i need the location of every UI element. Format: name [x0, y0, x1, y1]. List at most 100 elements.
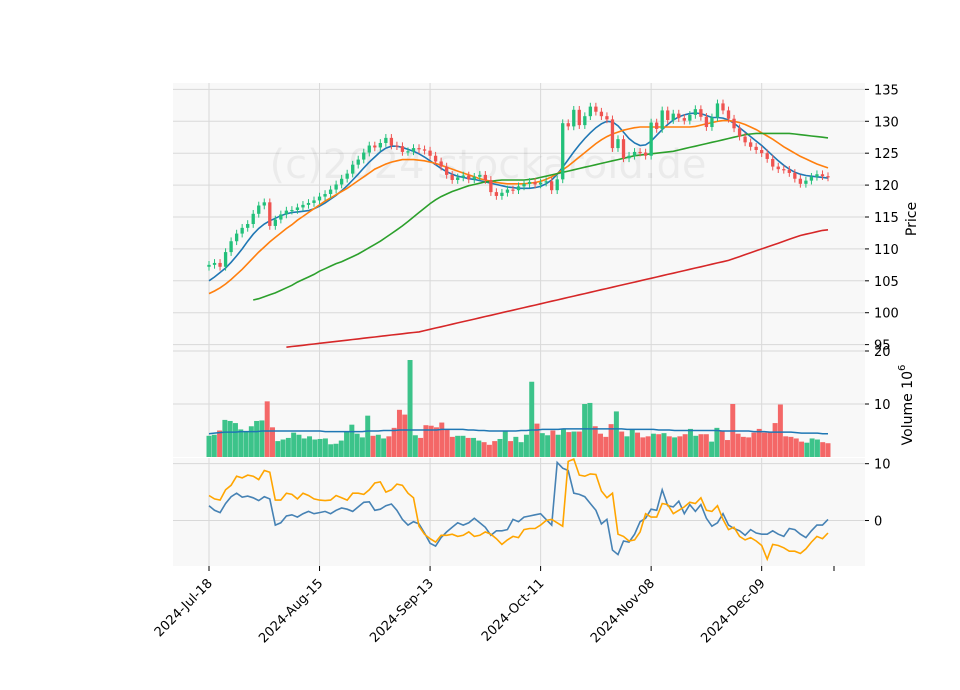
candle-body	[422, 149, 427, 151]
volume-bar	[709, 441, 715, 457]
volume-bar	[545, 435, 551, 457]
candle-body	[638, 151, 642, 154]
candle-body	[257, 205, 261, 214]
candle-body	[627, 155, 631, 159]
volume-bar	[307, 436, 313, 457]
x-tick-label: 2024-Jul-18	[152, 576, 216, 640]
oscillator-tick-label: 0	[874, 515, 882, 530]
x-axis: 2024-Jul-18 2024-Aug-15 2024-Sep-13 2024-Oc…	[152, 566, 835, 646]
volume-bar	[762, 432, 767, 457]
volume-bar	[455, 435, 461, 457]
candle-body	[505, 189, 510, 193]
candle-body	[594, 106, 598, 112]
candle-body	[500, 192, 504, 196]
volume-bar	[248, 426, 254, 457]
candle-body	[616, 139, 620, 149]
volume-bar	[270, 427, 275, 457]
candle-body	[793, 172, 797, 179]
volume-bar	[502, 431, 508, 457]
candle-body	[439, 161, 443, 167]
volume-bar	[529, 381, 535, 457]
svg-text:Volume 106: Volume 106	[897, 365, 916, 446]
volume-bar	[735, 433, 741, 457]
candle-body	[743, 136, 747, 143]
volume-bar	[396, 409, 402, 457]
volume-bar	[751, 432, 757, 457]
volume-bar	[677, 436, 683, 457]
candle-body	[472, 176, 476, 180]
volume-bar	[523, 434, 529, 457]
candle-body	[268, 202, 272, 226]
price-tick-label: 125	[874, 147, 899, 162]
volume-bar	[465, 437, 471, 457]
volume-y-ticks: 10 20	[865, 345, 891, 413]
candle-body	[450, 174, 454, 180]
volume-bar	[640, 437, 646, 457]
price-tick-label: 110	[874, 243, 899, 258]
volume-bar	[328, 444, 334, 457]
oscillator-y-ticks: 0 10	[865, 458, 891, 530]
candle-body	[732, 118, 736, 129]
price-grid	[173, 83, 865, 351]
volume-bar	[301, 438, 307, 457]
volume-bar	[291, 432, 297, 457]
volume-bar	[428, 425, 434, 457]
volume-bar	[386, 436, 392, 457]
volume-bar	[407, 360, 413, 457]
candle-body	[726, 110, 731, 119]
volume-bar	[354, 433, 360, 457]
candle-body	[550, 181, 554, 191]
candle-body	[588, 106, 593, 117]
candle-body	[494, 192, 499, 196]
candle-body	[246, 224, 250, 228]
candle-body	[721, 103, 725, 111]
candle-body	[229, 241, 233, 253]
volume-bar	[799, 441, 805, 457]
volume-bar	[238, 429, 244, 457]
candle-body	[572, 109, 576, 127]
volume-bar	[285, 437, 291, 457]
candle-body	[704, 116, 709, 128]
volume-bar	[259, 420, 265, 457]
volume-bar	[703, 434, 709, 457]
volume-bar	[571, 431, 577, 457]
volume-bar	[693, 435, 699, 457]
volume-bar	[344, 431, 350, 457]
candle-body	[428, 150, 432, 156]
candle-body	[478, 174, 482, 177]
volume-bar	[217, 430, 223, 457]
candle-body	[273, 219, 277, 226]
candle-body	[533, 181, 537, 185]
candle-body	[323, 194, 327, 197]
volume-bar	[608, 424, 614, 457]
candle-body	[411, 148, 416, 152]
volume-bar	[418, 437, 424, 457]
candle-body	[461, 175, 465, 178]
candle-body	[218, 262, 222, 267]
candle-body	[649, 122, 653, 156]
volume-bar	[666, 436, 672, 457]
volume-axis-label-exponent: 6	[897, 365, 908, 371]
candle-body	[489, 179, 493, 193]
candle-body	[621, 139, 626, 159]
volume-average	[208, 428, 828, 435]
volume-bar	[439, 422, 445, 457]
volume-bar	[603, 436, 609, 457]
volume-bar	[333, 443, 339, 457]
candle-body	[516, 186, 521, 191]
candle-body	[251, 213, 255, 225]
volume-bars	[206, 360, 831, 457]
candle-body	[207, 264, 211, 267]
candle-body	[279, 214, 283, 220]
price-tick-label: 130	[874, 115, 899, 130]
volume-bar	[359, 437, 365, 457]
volume-bar	[746, 437, 752, 457]
volume-bar	[645, 436, 651, 457]
candle-body	[384, 137, 388, 143]
candle-body	[522, 183, 526, 187]
volume-bar	[724, 440, 730, 457]
candle-body	[682, 118, 686, 121]
volume-bar	[280, 439, 286, 457]
candle-body	[378, 142, 382, 148]
volume-bar	[227, 420, 233, 457]
